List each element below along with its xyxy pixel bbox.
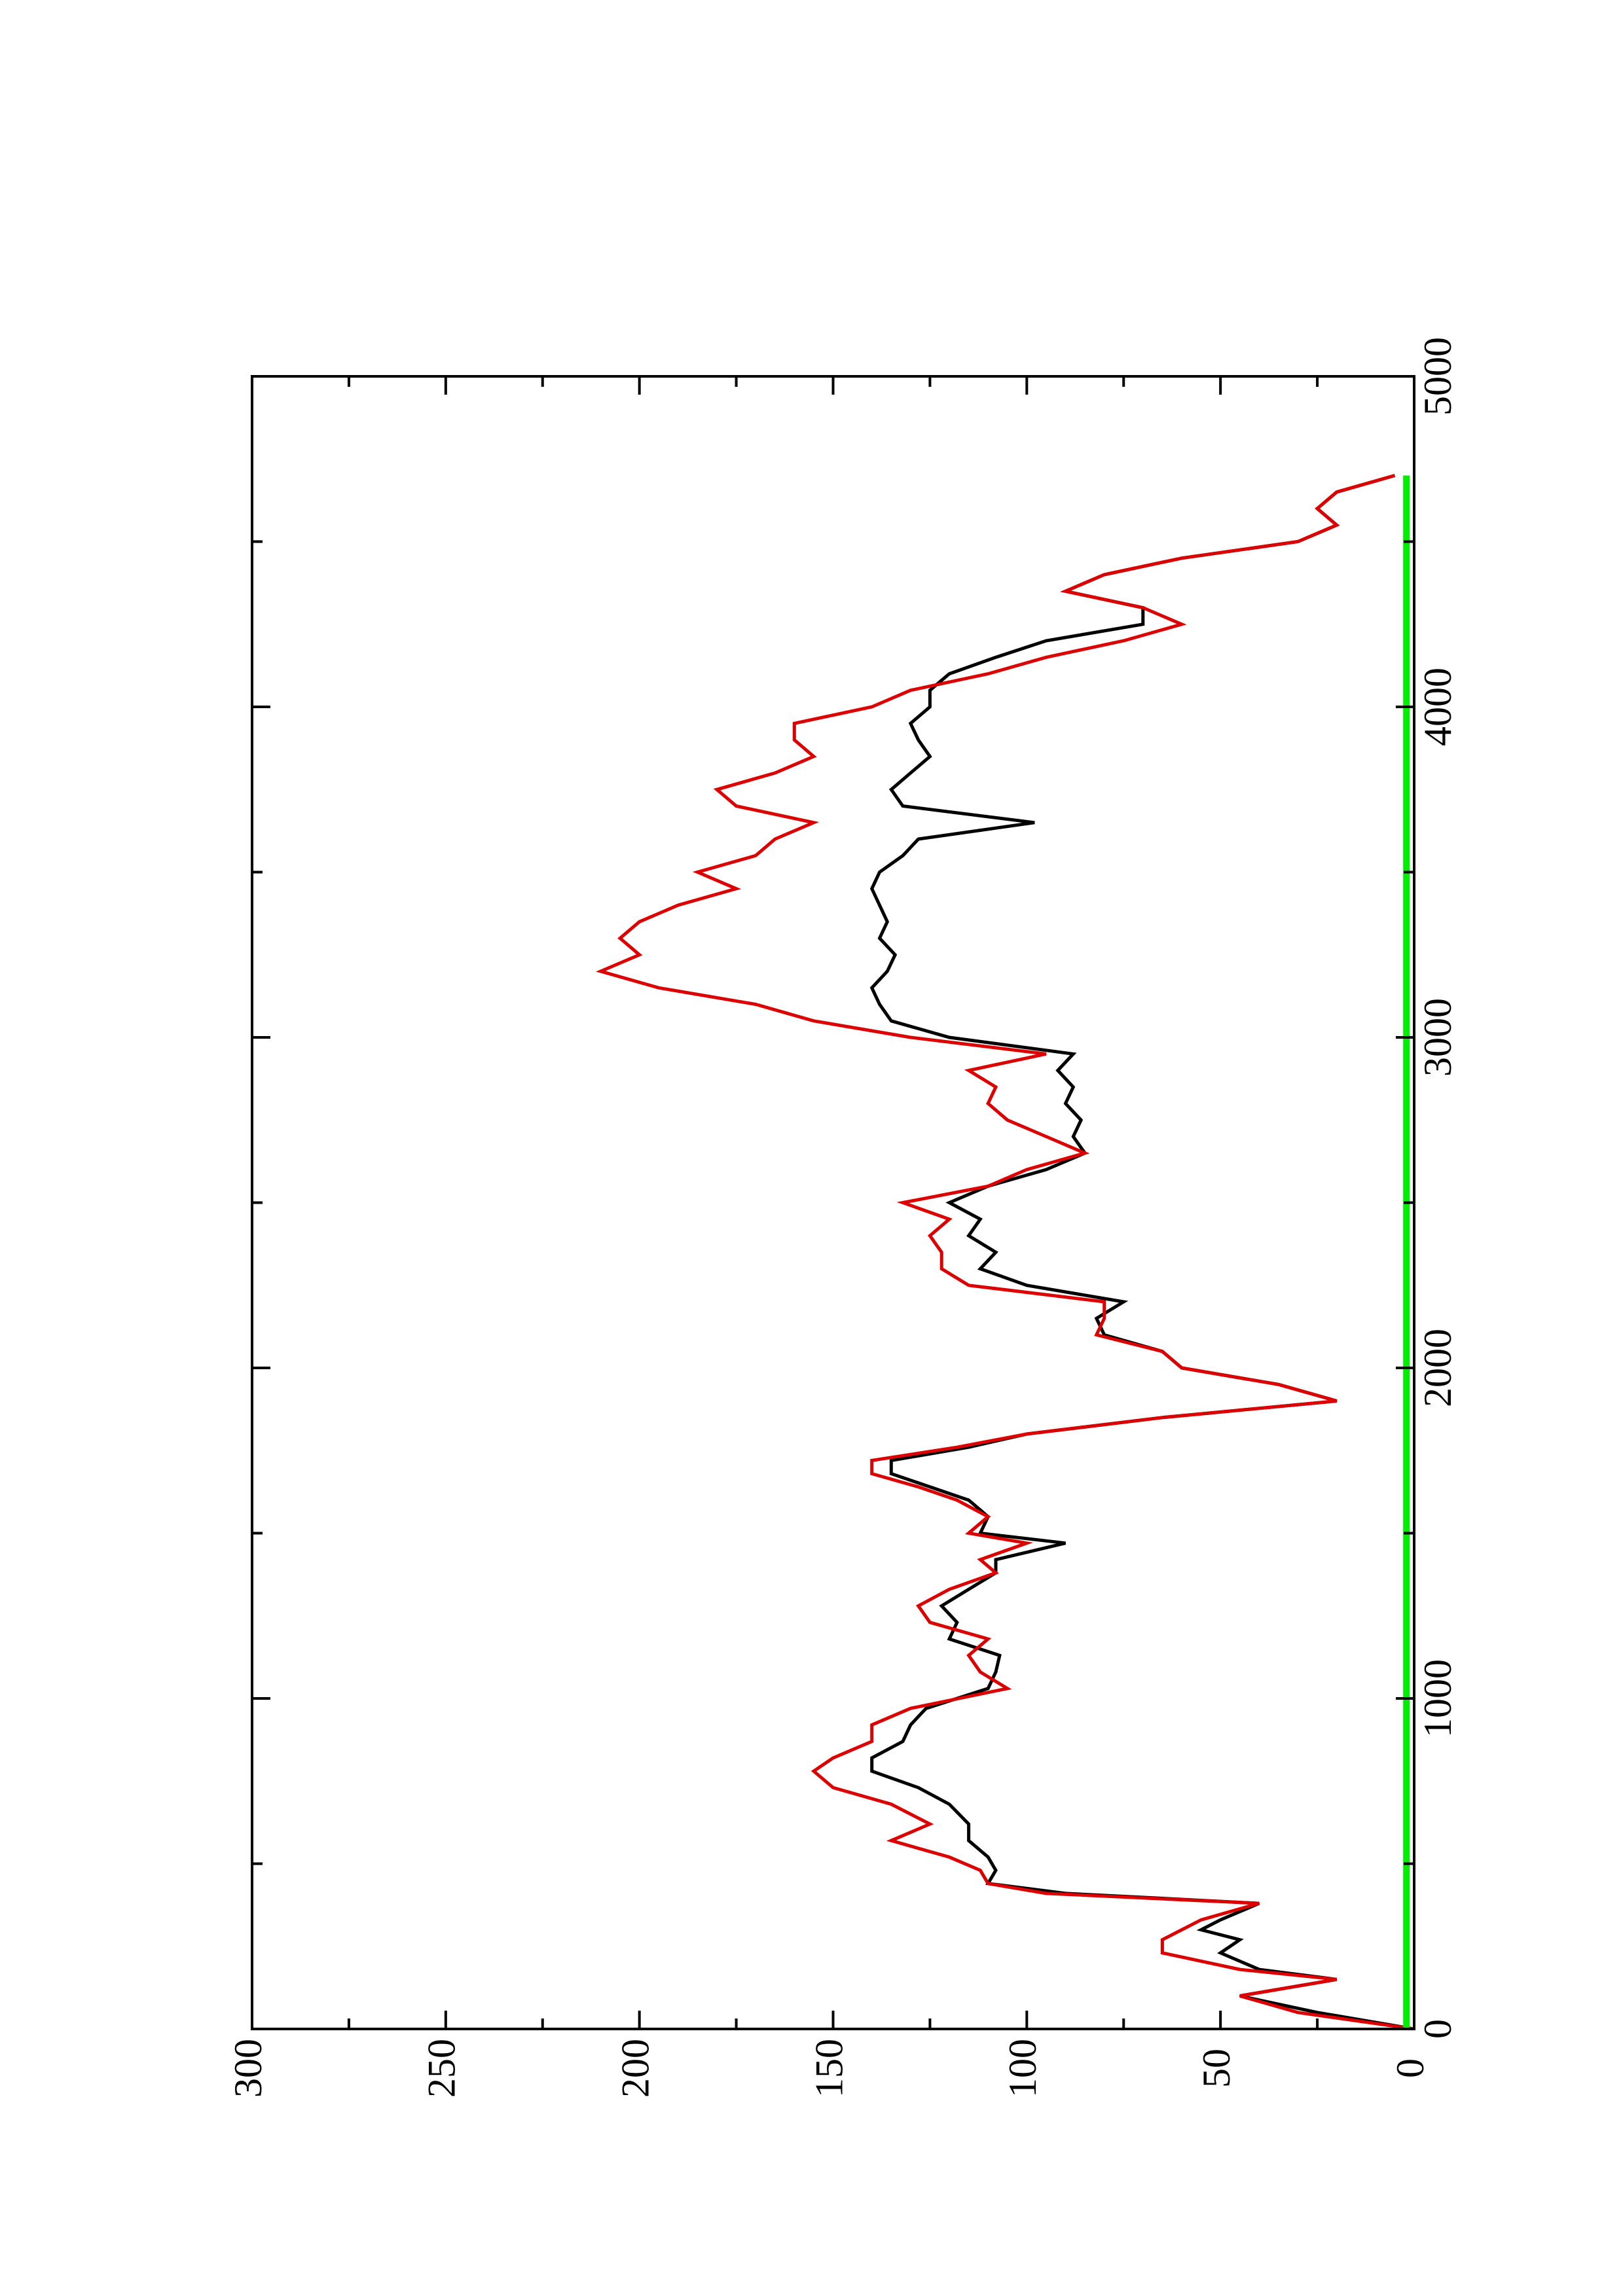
axes: 0 1000 2000 3000 4000 5000 0 50 100 150 200 250 300 [227,337,1459,2098]
x-tick-label: 3000 [1416,998,1459,1077]
x-tick-label: 1000 [1416,1659,1459,1738]
y-tick-label: 0 [1389,2058,1432,2078]
x-tick-label: 4000 [1416,668,1459,746]
y-tick-label: 150 [807,2039,850,2098]
y-tick-label: 100 [1001,2039,1044,2098]
x-tick-label: 5000 [1416,337,1459,416]
plot-area [596,474,1414,2029]
y-tick-label: 200 [613,2039,657,2098]
y-tick-label: 50 [1195,2049,1238,2088]
plot-frame [251,375,1415,2030]
y-tick-label: 300 [227,2039,270,2098]
y-tick-label: 250 [420,2039,464,2098]
series-line-1 [869,474,1414,2029]
x-tick-label: 0 [1416,2019,1459,2039]
series-line-2 [596,474,1414,2029]
x-tick-label: 2000 [1416,1329,1459,1407]
